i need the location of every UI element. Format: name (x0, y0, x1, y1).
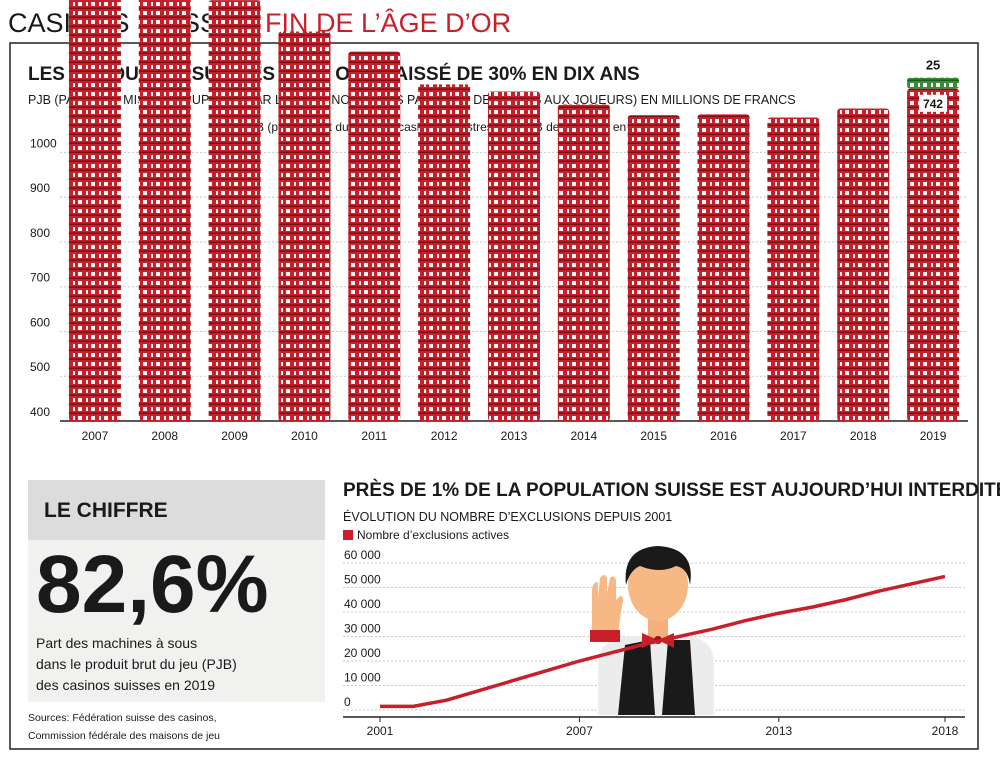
y-tick-label: 0 (344, 695, 351, 709)
y-tick-label: 20 000 (344, 646, 381, 660)
chart2-subtitle: ÉVOLUTION DU NOMBRE D’EXCLUSIONS DEPUIS … (343, 509, 672, 524)
y-tick-label: 500 (30, 360, 50, 374)
figure-header-box (28, 480, 325, 540)
chip-stack (907, 88, 960, 421)
x-tick-label: 2013 (501, 429, 528, 443)
figure-description: dans le produit brut du jeu (PJB) (36, 656, 237, 672)
x-tick-label: 2014 (570, 429, 597, 443)
chip-stack (767, 117, 820, 422)
page-title-highlight: LA FIN DE L’ÂGE D’OR (226, 7, 511, 38)
chart2-title: PRÈS DE 1% DE LA POPULATION SUISSE EST A… (343, 479, 1000, 501)
chip-stack (138, 0, 191, 421)
x-tick-label: 2015 (640, 429, 667, 443)
figure-box (28, 540, 325, 702)
x-tick-label: 2011 (361, 429, 387, 443)
figure-value: 82,6% (36, 539, 269, 630)
x-tick-label: 2018 (850, 429, 877, 443)
x-tick-label: 2008 (151, 429, 178, 443)
x-tick-label: 2007 (82, 429, 109, 443)
chip-stack (348, 51, 401, 422)
x-tick-label: 2012 (431, 429, 458, 443)
figure-description: Part des machines à sous (36, 635, 197, 651)
y-tick-label: 800 (30, 226, 50, 240)
legend-swatch (343, 530, 353, 540)
value-label: 742 (923, 97, 943, 111)
y-tick-label: 900 (30, 181, 50, 195)
x-tick-label: 2001 (367, 724, 394, 738)
chip-stack (488, 91, 540, 421)
x-tick-label: 2010 (291, 429, 318, 443)
x-tick-label: 2017 (780, 429, 807, 443)
line (380, 574, 946, 709)
x-tick-label: 2016 (710, 429, 737, 443)
x-tick-label: 2007 (566, 724, 593, 738)
y-tick-label: 1000 (30, 136, 57, 150)
x-tick-label: 2018 (932, 724, 959, 738)
chip-stack (208, 0, 261, 422)
croupier-illustration (590, 546, 714, 715)
legend-label: Nombre d’exclusions actives (357, 528, 509, 542)
value-label: 25 (926, 58, 940, 73)
sources: Sources: Fédération suisse des casinos, (28, 712, 217, 724)
y-tick-label: 10 000 (344, 671, 381, 685)
y-tick-label: 60 000 (344, 548, 381, 562)
frame (9, 42, 979, 750)
chip-stack (837, 108, 890, 421)
y-tick-label: 600 (30, 315, 50, 329)
x-tick-label: 2019 (920, 429, 947, 443)
x-tick-label: 2013 (765, 724, 792, 738)
y-tick-label: 700 (30, 271, 50, 285)
value-label-bg (919, 94, 948, 112)
chip-stack (418, 84, 471, 421)
x-tick-label: 2009 (221, 429, 248, 443)
y-tick-label: 30 000 (344, 622, 381, 636)
y-tick-label: 40 000 (344, 597, 381, 611)
figure-label: LE CHIFFRE (44, 499, 168, 522)
sources: Commission fédérale des maisons de jeu (28, 730, 220, 742)
figure-description: des casinos suisses en 2019 (36, 677, 215, 693)
y-tick-label: 400 (30, 405, 50, 419)
chip-stack (697, 114, 750, 421)
chip-stack (68, 0, 121, 421)
chip-stack (627, 115, 680, 422)
chip-stack (907, 77, 960, 89)
y-tick-label: 50 000 (344, 573, 381, 587)
chip-stack (278, 31, 331, 422)
chip-stack (557, 104, 610, 421)
